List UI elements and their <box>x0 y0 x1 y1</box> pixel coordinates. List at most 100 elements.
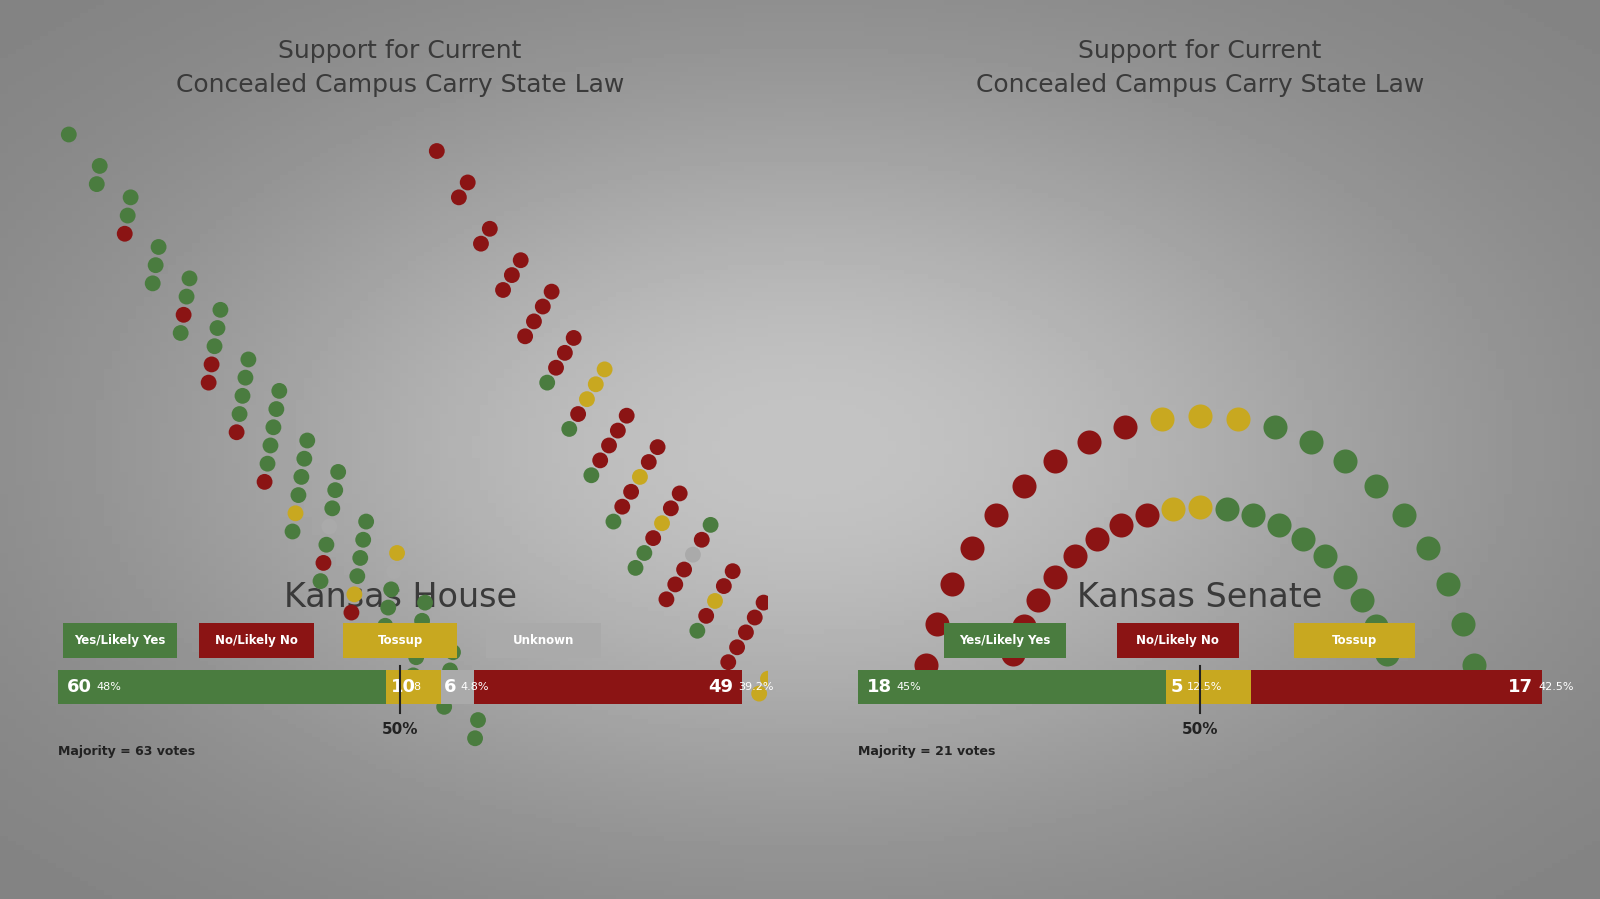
FancyBboxPatch shape <box>474 671 742 704</box>
Point <box>645 440 670 454</box>
Point <box>294 433 320 448</box>
Text: Kansas House: Kansas House <box>283 581 517 614</box>
Point <box>1026 593 1051 608</box>
Text: 5: 5 <box>1170 678 1182 696</box>
Point <box>86 159 112 174</box>
Point <box>773 642 798 656</box>
Point <box>1461 657 1486 672</box>
Point <box>1331 570 1357 584</box>
Point <box>434 681 459 696</box>
Point <box>733 625 758 639</box>
Point <box>171 307 197 322</box>
Point <box>1062 549 1088 564</box>
Text: 6: 6 <box>445 678 456 696</box>
Point <box>605 423 630 438</box>
Point <box>440 645 466 660</box>
Point <box>1290 531 1315 546</box>
FancyBboxPatch shape <box>442 671 474 704</box>
Point <box>1011 619 1037 633</box>
Point <box>662 577 688 592</box>
Point <box>1043 570 1069 584</box>
Point <box>557 422 582 436</box>
Text: Tossup: Tossup <box>1331 634 1378 647</box>
Point <box>56 128 82 142</box>
Point <box>350 532 376 547</box>
Point <box>288 469 314 484</box>
Point <box>83 177 109 191</box>
Point <box>314 538 339 552</box>
Point <box>208 303 234 317</box>
Text: 48%: 48% <box>96 682 122 692</box>
Text: 17: 17 <box>1509 678 1533 696</box>
FancyBboxPatch shape <box>486 623 600 658</box>
Point <box>384 546 410 560</box>
Point <box>146 240 171 254</box>
Point <box>539 284 565 298</box>
Point <box>376 601 402 615</box>
Text: 49: 49 <box>709 678 733 696</box>
Point <box>1390 508 1416 522</box>
Point <box>658 501 683 515</box>
Point <box>1266 518 1291 532</box>
Text: Unknown: Unknown <box>514 634 574 647</box>
Point <box>698 518 723 532</box>
Point <box>1187 408 1213 423</box>
Point <box>381 564 406 578</box>
Point <box>544 360 570 375</box>
Point <box>1435 577 1461 592</box>
FancyBboxPatch shape <box>200 623 314 658</box>
Point <box>1000 646 1026 661</box>
Point <box>205 321 230 335</box>
Point <box>618 485 643 499</box>
Point <box>323 483 349 497</box>
Point <box>960 540 986 555</box>
Point <box>672 563 698 577</box>
Text: 42.5%: 42.5% <box>1539 682 1574 692</box>
Text: 60: 60 <box>67 678 91 696</box>
Point <box>592 362 618 377</box>
Point <box>490 283 515 298</box>
Point <box>462 731 488 745</box>
Point <box>640 531 666 546</box>
Point <box>582 377 608 391</box>
Point <box>1134 508 1160 522</box>
FancyBboxPatch shape <box>1166 671 1251 704</box>
Point <box>307 574 333 588</box>
Point <box>742 610 768 625</box>
Point <box>622 561 648 575</box>
Text: Kansas Senate: Kansas Senate <box>1077 581 1323 614</box>
Point <box>939 577 965 592</box>
Point <box>1333 454 1358 468</box>
Point <box>667 486 693 501</box>
Point <box>341 587 366 601</box>
Text: 50%: 50% <box>1182 722 1218 736</box>
Point <box>610 500 635 514</box>
Point <box>320 501 346 515</box>
Point <box>522 315 547 329</box>
Text: 8: 8 <box>413 682 419 692</box>
Point <box>552 345 578 360</box>
Text: Majority = 63 votes: Majority = 63 votes <box>58 745 195 758</box>
Point <box>227 407 253 422</box>
Point <box>710 579 736 593</box>
Point <box>176 271 202 286</box>
Point <box>1160 502 1186 516</box>
Point <box>746 687 771 701</box>
Point <box>344 569 370 583</box>
Point <box>925 617 950 631</box>
Point <box>112 227 138 241</box>
Point <box>403 650 429 664</box>
Text: 45%: 45% <box>896 682 920 692</box>
Point <box>115 209 141 223</box>
Point <box>565 407 590 422</box>
Point <box>1240 508 1266 522</box>
Point <box>690 532 715 547</box>
Point <box>1077 434 1102 449</box>
FancyBboxPatch shape <box>1294 623 1416 658</box>
Point <box>725 640 750 654</box>
FancyBboxPatch shape <box>858 671 1166 704</box>
Point <box>1149 412 1174 426</box>
FancyBboxPatch shape <box>64 623 178 658</box>
Point <box>499 268 525 282</box>
Point <box>168 325 194 340</box>
